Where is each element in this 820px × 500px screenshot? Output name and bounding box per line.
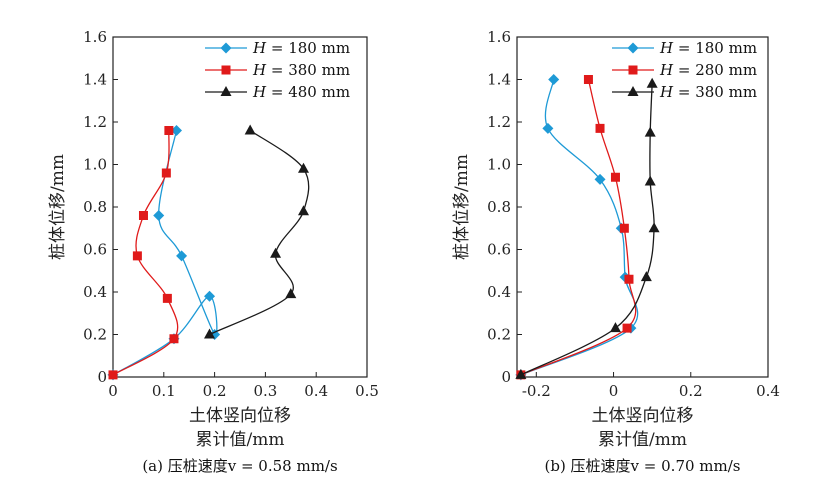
- data-point: [644, 175, 656, 186]
- legend-label: H = 280 mm: [659, 61, 757, 79]
- data-point: [644, 126, 656, 137]
- data-point: [624, 274, 634, 284]
- y-tick-label: 0.6: [83, 241, 107, 259]
- data-point: [619, 223, 629, 233]
- data-point: [646, 77, 658, 88]
- data-point: [132, 251, 142, 261]
- x-tick-label: 0.4: [304, 382, 328, 400]
- legend-marker: [221, 65, 231, 75]
- data-point: [583, 75, 593, 84]
- series-1: [108, 126, 179, 380]
- y-tick-label: 1.4: [83, 71, 107, 89]
- y-axis-label: 桩体位移/mm: [452, 154, 472, 260]
- data-point: [162, 293, 172, 303]
- data-point: [595, 123, 605, 133]
- series-line: [520, 83, 655, 376]
- x-tick-label: 0.3: [253, 382, 277, 400]
- data-point: [161, 168, 171, 178]
- data-point: [169, 334, 179, 344]
- y-tick-label: 1.0: [487, 156, 511, 174]
- legend-marker: [220, 42, 232, 54]
- data-point: [138, 211, 148, 220]
- data-point: [298, 205, 309, 216]
- data-point: [204, 328, 216, 339]
- legend-label: H = 480 mm: [252, 83, 350, 101]
- legend: H = 180 mm H = 280 mm H = 380 mm: [612, 39, 757, 101]
- y-tick-label: 0.8: [487, 198, 511, 216]
- chart-panel-a: 0 0.2 0.4 0.6 0.8 1.0 1.2 1.4 1.6 0 0.1 0.2 0.3 0.4 0.…: [48, 28, 379, 475]
- x-axis-label-line1: 土体竖向位移: [592, 406, 694, 426]
- legend-marker: [220, 86, 232, 96]
- x-tick-label: 0: [108, 382, 118, 400]
- data-point: [594, 173, 606, 185]
- data-point: [171, 125, 182, 136]
- x-tick-label: 0: [609, 382, 619, 400]
- chart-panel-b: 0 0.2 0.4 0.6 0.8 1.0 1.2 1.4 1.6 -0.2 0 0.2 0.4 桩体位移…: [452, 28, 780, 475]
- series-0: [107, 125, 221, 381]
- data-point: [515, 368, 527, 379]
- series-2: [515, 77, 660, 379]
- legend-label: H = 180 mm: [252, 39, 350, 57]
- series-line: [112, 130, 179, 376]
- y-tick-label: 0: [97, 368, 107, 386]
- legend-label: H = 180 mm: [659, 39, 757, 57]
- data-point: [610, 172, 620, 182]
- legend-marker: [627, 86, 639, 96]
- data-point: [164, 126, 174, 135]
- legend-marker: [628, 65, 638, 75]
- data-point: [204, 290, 216, 302]
- y-tick-label: 1.6: [487, 28, 511, 46]
- data-point: [548, 74, 560, 85]
- x-tick-label: -0.2: [522, 382, 551, 400]
- series-0: [515, 74, 639, 381]
- x-tick-label: 0.1: [152, 382, 176, 400]
- y-tick-label: 0: [501, 368, 511, 386]
- data-point: [270, 247, 282, 258]
- data-point: [176, 250, 188, 262]
- data-point: [244, 124, 256, 135]
- x-tick-label: 0.5: [355, 382, 379, 400]
- legend: H = 180 mm H = 380 mm H = 480 mm: [205, 39, 350, 101]
- series-2: [204, 124, 310, 339]
- data-point: [640, 271, 652, 282]
- y-tick-label: 1.2: [83, 113, 107, 131]
- x-axis-label-line2: 累计值/mm: [598, 430, 687, 450]
- panel-caption: (a) 压桩速度v = 0.58 mm/s: [142, 457, 337, 475]
- data-point: [108, 370, 118, 380]
- data-point: [609, 322, 621, 333]
- data-point: [298, 162, 309, 173]
- y-tick-label: 0.8: [83, 198, 107, 216]
- legend-marker: [627, 42, 639, 54]
- x-tick-label: 0.4: [756, 382, 780, 400]
- y-tick-label: 1.0: [83, 156, 107, 174]
- legend-label: H = 380 mm: [659, 83, 757, 101]
- legend-label: H = 380 mm: [252, 61, 350, 79]
- data-point: [648, 222, 660, 233]
- x-axis-label-line2: 累计值/mm: [196, 430, 285, 450]
- y-tick-label: 1.4: [487, 71, 511, 89]
- y-tick-label: 0.2: [487, 326, 511, 344]
- y-axis-label: 桩体位移/mm: [48, 154, 68, 260]
- x-tick-label: 0.2: [203, 382, 227, 400]
- y-tick-label: 0.2: [83, 326, 107, 344]
- y-tick-label: 0.4: [83, 283, 107, 301]
- x-tick-label: 0.2: [679, 382, 703, 400]
- y-tick-label: 1.2: [487, 113, 511, 131]
- series-line: [112, 130, 218, 376]
- data-point: [285, 288, 297, 299]
- data-point: [542, 122, 554, 134]
- series-line: [209, 129, 310, 336]
- panel-caption: (b) 压桩速度v = 0.70 mm/s: [544, 457, 740, 475]
- data-point: [153, 210, 165, 221]
- y-tick-label: 0.6: [487, 241, 511, 259]
- y-tick-label: 1.6: [83, 28, 107, 46]
- x-axis-label-line1: 土体竖向位移: [189, 406, 291, 426]
- y-tick-label: 0.4: [487, 283, 511, 301]
- data-point: [622, 323, 632, 333]
